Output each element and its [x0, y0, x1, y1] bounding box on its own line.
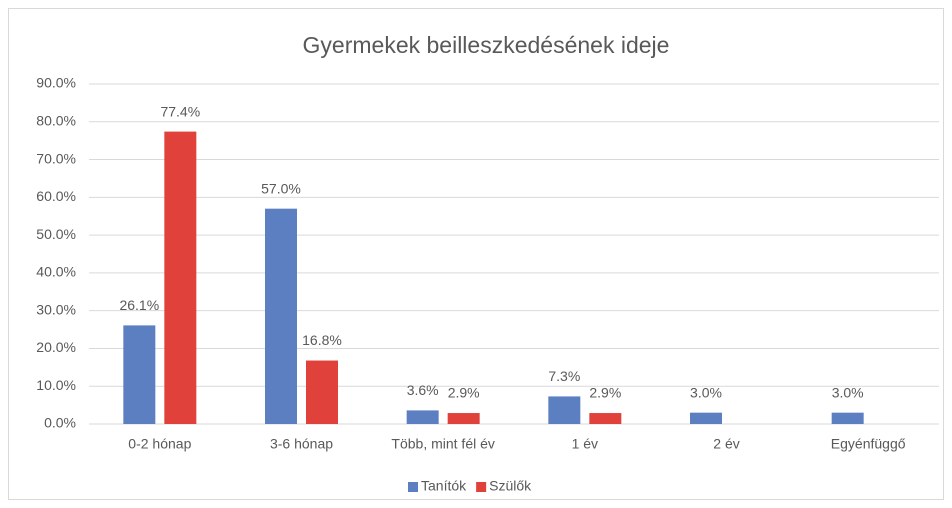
- bar: [447, 413, 480, 424]
- y-tick-label: 70.0%: [36, 150, 76, 166]
- value-label: 77.4%: [160, 103, 200, 119]
- legend-swatch: [408, 482, 418, 492]
- x-tick-label: 2 év: [713, 436, 739, 452]
- bar: [265, 208, 297, 424]
- bar: [548, 396, 581, 424]
- value-label: 2.9%: [448, 385, 480, 401]
- chart-frame: [8, 8, 944, 500]
- legend-swatch: [476, 482, 487, 492]
- y-tick-label: 20.0%: [36, 339, 76, 355]
- y-tick-label: 60.0%: [36, 188, 76, 204]
- value-label: 3.0%: [832, 384, 864, 400]
- y-tick-label: 10.0%: [36, 377, 76, 393]
- x-tick-label: 1 év: [572, 436, 598, 452]
- y-tick-label: 0.0%: [44, 415, 76, 431]
- bar: [589, 413, 622, 424]
- y-tick-label: 30.0%: [36, 301, 76, 317]
- chart-title: Gyermekek beilleszkedésének ideje: [303, 32, 670, 58]
- bar: [406, 410, 439, 424]
- x-tick-label: Egyénfüggő: [831, 436, 906, 452]
- value-label: 57.0%: [261, 180, 301, 196]
- x-tick-label: 3-6 hónap: [270, 436, 333, 452]
- value-label: 7.3%: [548, 368, 580, 384]
- bar: [690, 412, 722, 424]
- y-tick-label: 50.0%: [36, 226, 76, 242]
- bar: [306, 360, 338, 424]
- y-tick-label: 90.0%: [36, 75, 76, 91]
- value-label: 3.0%: [690, 384, 722, 400]
- legend-label: Szülők: [489, 478, 532, 494]
- value-label: 16.8%: [302, 332, 342, 348]
- bar: [831, 412, 864, 424]
- value-label: 26.1%: [119, 297, 159, 313]
- x-tick-label: 0-2 hónap: [128, 436, 191, 452]
- y-tick-label: 40.0%: [36, 264, 76, 280]
- bar: [164, 131, 197, 424]
- y-tick-label: 80.0%: [36, 112, 76, 128]
- value-label: 2.9%: [589, 385, 621, 401]
- x-tick-label: Több, mint fél év: [391, 436, 495, 452]
- legend-label: Tanítók: [421, 478, 467, 494]
- bar: [123, 325, 156, 424]
- value-label: 3.6%: [407, 382, 439, 398]
